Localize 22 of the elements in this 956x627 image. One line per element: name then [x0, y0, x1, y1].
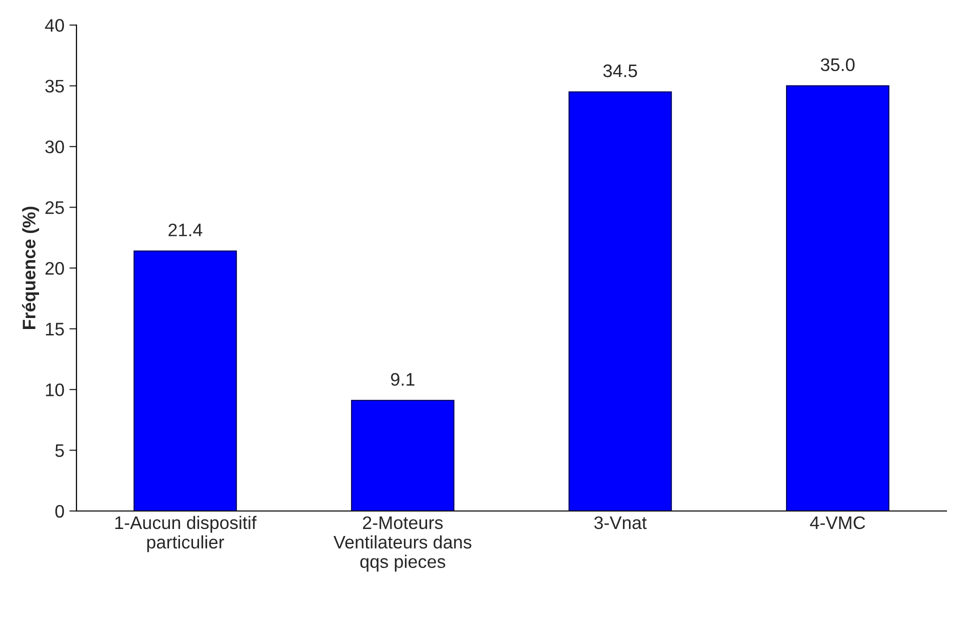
y-tick-label: 40: [45, 19, 64, 32]
y-tick-label: 25: [46, 201, 64, 214]
data-label: 34.5: [603, 64, 638, 78]
y-tick-label: 20: [46, 262, 64, 275]
data-label: 35.0: [820, 58, 855, 72]
y-tick-label: 0: [55, 504, 64, 518]
bar: [351, 400, 454, 512]
data-label: 9.1: [391, 372, 414, 386]
y-tick-label: 5: [55, 444, 64, 457]
bar: [568, 91, 672, 512]
x-tick-label: 1-Aucun dispositif particulier: [115, 516, 257, 552]
data-label: 21.4: [168, 224, 202, 236]
x-tick-label: 2-Moteurs Ventilateurs dans qqs pieces: [334, 516, 472, 572]
bar: [786, 85, 890, 512]
y-tick-label: 35: [45, 80, 64, 93]
y-tick-label: 10: [46, 383, 64, 396]
y-tick-label: 30: [45, 140, 64, 154]
x-tick-label: 3-Vnat: [594, 516, 647, 530]
y-tick-label: 15: [46, 322, 64, 336]
x-tick-label: 4-VMC: [810, 516, 866, 530]
y-axis-title: Fréquence (%): [22, 206, 40, 330]
bar: [134, 250, 237, 512]
